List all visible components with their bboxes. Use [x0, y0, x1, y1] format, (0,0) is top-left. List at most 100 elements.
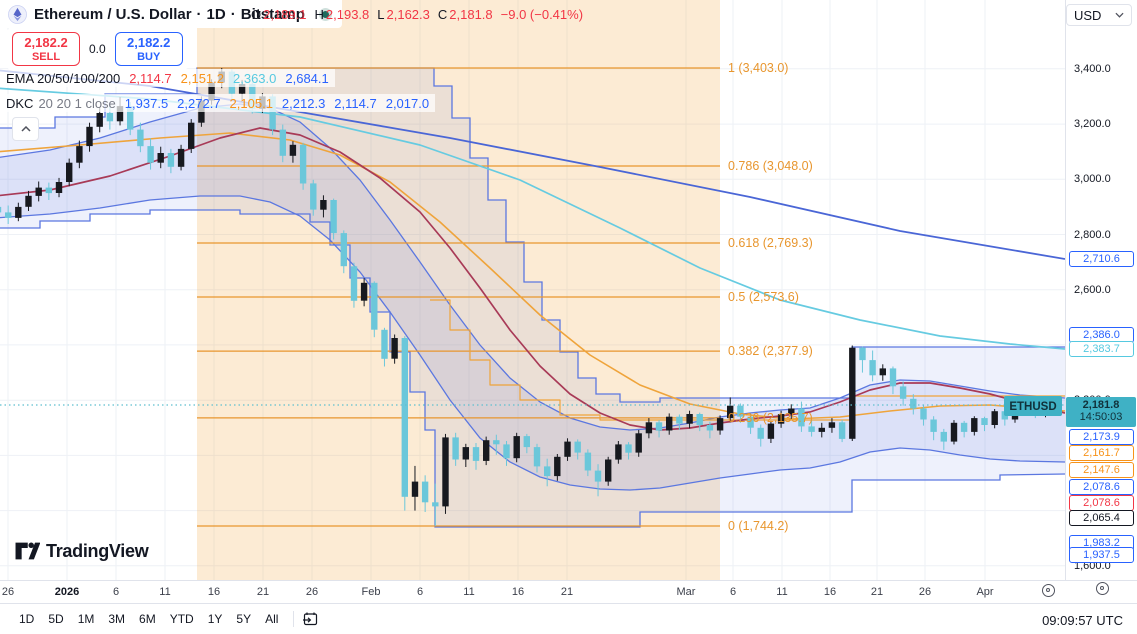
time-tick-label: Feb — [361, 586, 381, 598]
range-button-5y[interactable]: 5Y — [229, 608, 258, 630]
candle-body — [991, 411, 998, 425]
time-tick-label: 21 — [870, 586, 884, 598]
buy-price: 2,182.2 — [127, 35, 171, 50]
candle-body — [737, 405, 744, 417]
collapse-legend-button[interactable] — [12, 117, 39, 141]
legend-dkc[interactable]: DKC 20 20 1 close 1,937.5 2,272.7 2,105.1 2… — [0, 94, 436, 112]
candle-body — [635, 433, 642, 453]
market-status-icon[interactable] — [318, 7, 332, 21]
sell-button[interactable]: 2,182.2 SELL — [12, 32, 80, 66]
candle-body — [493, 440, 500, 445]
candle-body — [706, 425, 714, 431]
candle-body — [777, 414, 785, 424]
candle-body — [35, 187, 42, 196]
candle-body — [503, 444, 510, 459]
svg-text:ETHUSD: ETHUSD — [1009, 401, 1056, 413]
buy-button[interactable]: 2,182.2 BUY — [114, 32, 183, 66]
candle-body — [462, 447, 469, 460]
range-button-all[interactable]: All — [258, 608, 285, 630]
price-grid-label: 2,600.0 — [1074, 283, 1111, 296]
range-button-3m[interactable]: 3M — [101, 608, 132, 630]
indicator-value: 1,937.5 — [124, 95, 169, 111]
fib-level-label: 0.618 (2,769.3) — [728, 236, 813, 250]
time-tick-label: 26 — [305, 586, 319, 598]
fib-level-label: 0.236 (2,135.7) — [728, 411, 813, 425]
candle-body — [605, 459, 612, 482]
watermark-text: TradingView — [46, 540, 149, 561]
candle-body — [483, 440, 490, 461]
ema-title: EMA 20/50/100/200 — [6, 70, 121, 86]
range-button-ytd[interactable]: YTD — [163, 608, 201, 630]
candle-body — [96, 113, 103, 127]
price-axis-settings-icon[interactable] — [1096, 582, 1109, 595]
chart-pane[interactable]: 1 (3,403.0) 0.786 (3,048.0) 0.618 (2,769.3… — [0, 0, 1065, 580]
candle-body — [86, 126, 93, 147]
spread-value: 0.0 — [89, 42, 106, 56]
candle-body — [757, 427, 764, 439]
candle-body — [879, 368, 886, 376]
exchange-label[interactable]: Bitstamp — [240, 5, 305, 23]
open-label: O — [251, 6, 262, 22]
indicator-value: 2,363.0 — [233, 70, 277, 86]
last-price-value: 2,181.8 — [1082, 399, 1120, 411]
candle-body — [177, 148, 185, 167]
range-button-6m[interactable]: 6M — [132, 608, 163, 630]
clock-utc[interactable]: 09:09:57 UTC — [1042, 613, 1123, 628]
candle-body — [442, 437, 449, 507]
candle-body — [971, 418, 978, 432]
time-tick-label: 16 — [207, 586, 221, 598]
candle-body — [127, 106, 134, 130]
candle-body — [544, 466, 551, 477]
range-button-1d[interactable]: 1D — [12, 608, 41, 630]
time-tick-label: 16 — [823, 586, 837, 598]
time-axis-settings-icon[interactable] — [1042, 584, 1055, 597]
ethereum-logo-icon — [8, 4, 27, 24]
candle-body — [188, 122, 195, 149]
fib-level-label: 0 (1,744.2) — [728, 519, 788, 533]
range-button-5d[interactable]: 5D — [41, 608, 70, 630]
candle-body — [818, 427, 825, 432]
candle-body — [452, 437, 459, 460]
price-axis[interactable]: 3,400.03,200.03,000.02,800.02,600.02,400… — [1065, 0, 1137, 580]
candle-body — [533, 447, 541, 467]
low-label: L — [377, 6, 385, 22]
candle-body — [666, 416, 673, 431]
interval-label[interactable]: 1D — [206, 5, 226, 23]
indicator-value: 2,151.2 — [180, 70, 224, 86]
currency-selector[interactable]: USD — [1066, 4, 1132, 26]
price-grid-label: 3,200.0 — [1074, 118, 1111, 131]
bar-countdown: 14:50:03 — [1079, 411, 1123, 423]
candle-body — [727, 405, 734, 419]
candle-body — [137, 129, 144, 147]
range-button-1m[interactable]: 1M — [71, 608, 102, 630]
time-tick-label: 11 — [463, 586, 475, 598]
indicator-value: 2,105.1 — [229, 95, 273, 111]
candle-body — [116, 106, 124, 122]
ema-values: 2,114.7 2,151.2 2,363.0 2,684.1 — [120, 71, 329, 86]
go-to-date-icon[interactable] — [302, 611, 319, 627]
currency-value: USD — [1074, 7, 1102, 23]
indicator-price-label: 1,937.5 — [1069, 547, 1134, 563]
title-separator: · — [196, 5, 202, 23]
candle-body — [645, 422, 653, 434]
high-label: H — [314, 6, 324, 22]
range-buttons: 1D 5D 1M 3M 6M YTD 1Y 5Y All — [12, 608, 285, 630]
range-button-1y[interactable]: 1Y — [201, 608, 230, 630]
symbol-title[interactable]: Ethereum / U.S. Dollar — [34, 5, 192, 23]
candlestick-chart[interactable]: 1 (3,403.0) 0.786 (3,048.0) 0.618 (2,769.3… — [0, 0, 1065, 580]
title-separator: · — [230, 5, 236, 23]
indicator-price-label: 2,383.7 — [1069, 341, 1134, 357]
price-grid-label: 3,000.0 — [1074, 173, 1111, 186]
time-axis[interactable]: 26 2026 6 11 16 21 26 Feb 6 11 16 21 Mar 6 11 16 21 26 Apr — [0, 580, 1137, 603]
time-tick-label: 21 — [560, 586, 574, 598]
indicator-value: 2,684.1 — [285, 70, 329, 86]
indicator-price-label: 2,078.6 — [1069, 495, 1134, 511]
indicator-price-label: 2,173.9 — [1069, 429, 1134, 445]
ema-20-line — [0, 127, 1065, 431]
candle-body — [157, 153, 164, 163]
indicator-value: 2,272.7 — [177, 95, 221, 111]
candle-body — [147, 146, 154, 163]
legend-ema[interactable]: EMA 20/50/100/200 2,114.7 2,151.2 2,363.0 2… — [0, 69, 335, 87]
candle-body — [554, 456, 561, 477]
